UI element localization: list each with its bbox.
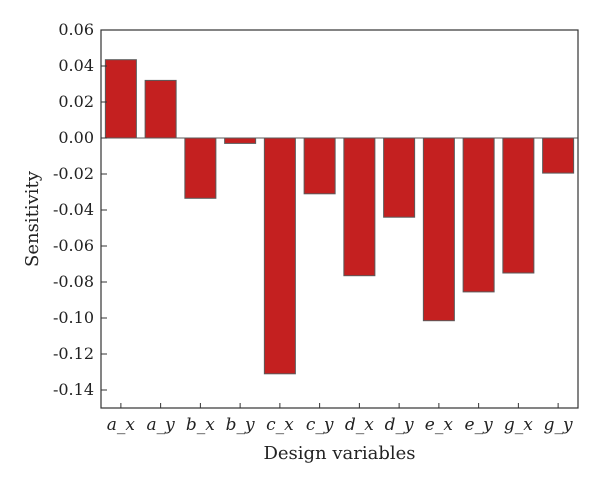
- bar-e-x: [422, 137, 455, 322]
- bar-d-x: [343, 137, 376, 277]
- y-tick-label: -0.04: [53, 200, 94, 219]
- bar-a-x: [104, 59, 137, 139]
- x-tick-label: b_y: [226, 415, 255, 435]
- x-tick-label: g_y: [544, 415, 573, 435]
- x-axis-title: Design variables: [263, 443, 415, 464]
- plot-area: 0.06 0.04 0.02 0.00 -0.02 -0.04 -0.06 -0.08 -0.1…: [53, 20, 579, 435]
- y-tick-label: -0.14: [53, 380, 94, 399]
- bar-g-y: [542, 137, 575, 174]
- x-tick-label: a_y: [147, 415, 176, 435]
- bar-c-y: [303, 137, 336, 195]
- y-tick-label: 0.02: [58, 92, 94, 111]
- x-tick-label: c_y: [306, 415, 334, 435]
- x-tick-label: e_x: [425, 415, 454, 435]
- y-tick-label: -0.06: [53, 236, 94, 255]
- bar-b-x: [184, 137, 217, 199]
- x-tick-label: e_y: [465, 415, 494, 435]
- y-tick-label: 0.04: [58, 56, 94, 75]
- y-tick-label: 0.00: [58, 128, 94, 147]
- y-tick-label: -0.12: [53, 344, 94, 363]
- bar-g-x: [502, 137, 535, 274]
- x-tick-label: c_x: [266, 415, 294, 435]
- bar-a-y: [144, 79, 177, 139]
- y-axis-title: Sensitivity: [22, 170, 43, 267]
- x-tick-label: g_x: [504, 415, 533, 435]
- plot-frame: [100, 29, 579, 409]
- y-tick-label: -0.02: [53, 164, 94, 183]
- x-tick-label: a_x: [107, 415, 136, 435]
- y-tick-label: -0.08: [53, 272, 94, 291]
- bar-d-y: [383, 137, 416, 218]
- bar-b-y: [224, 137, 257, 144]
- x-tick-label: d_y: [385, 415, 414, 435]
- y-tick-label: 0.06: [58, 20, 94, 39]
- x-tick-label: b_x: [186, 415, 215, 435]
- x-tick-label: d_x: [345, 415, 374, 435]
- bar-c-x: [263, 137, 296, 375]
- y-tick-label: -0.10: [53, 308, 94, 327]
- bar-e-y: [462, 137, 495, 293]
